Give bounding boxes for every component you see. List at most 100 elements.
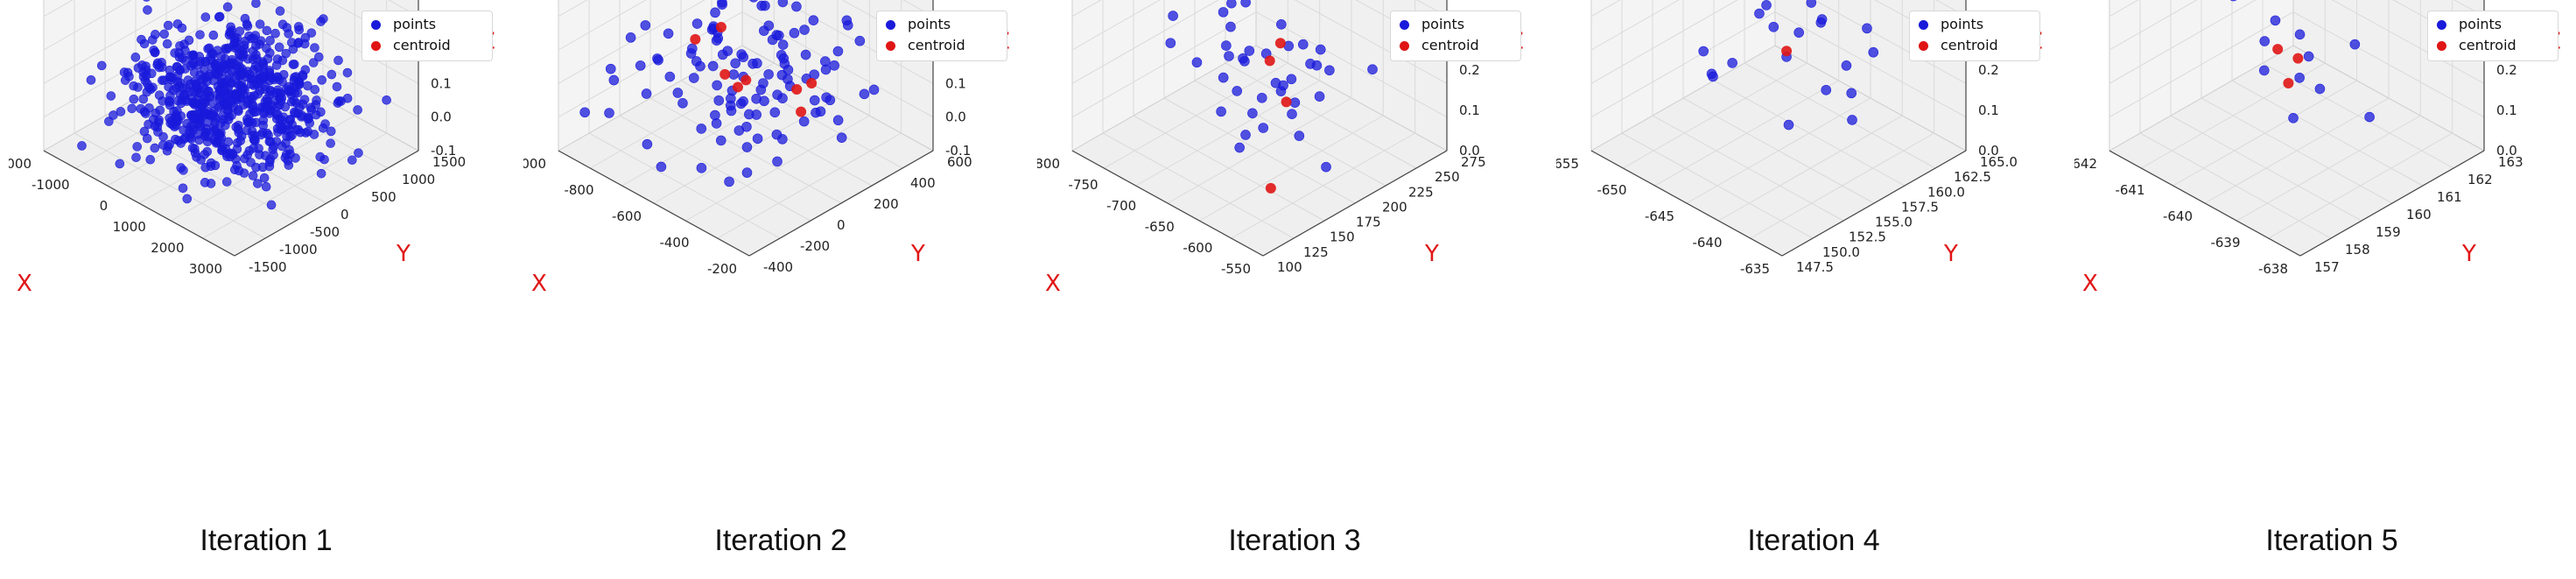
legend-label: points [1941, 16, 1984, 32]
point-marker [139, 126, 150, 137]
point-marker [756, 0, 767, 11]
point-marker [1226, 0, 1237, 9]
point-marker [605, 63, 616, 74]
point-marker [1225, 21, 1236, 32]
x-tick-label: -2000 [9, 156, 32, 172]
point-marker [741, 142, 753, 152]
point-marker [777, 39, 789, 50]
x-tick-label: 1000 [113, 219, 146, 235]
point-marker [158, 75, 169, 85]
x-axis-line [2109, 150, 2301, 257]
point-marker [200, 178, 210, 187]
point-marker [2294, 72, 2305, 83]
point-marker [180, 64, 190, 74]
y-tick-label: 150.0 [1822, 244, 1860, 260]
y-tick-label: 147.5 [1796, 259, 1834, 275]
iteration-caption: Iteration 4 [1747, 524, 1880, 557]
point-marker [859, 88, 870, 100]
point-marker [783, 74, 793, 85]
grid-line [1744, 62, 1936, 169]
point-marker [1216, 106, 1226, 117]
x-tick-label: -638 [2258, 261, 2288, 277]
point-marker [1270, 77, 1281, 88]
z-tick-label: -0.1 [431, 143, 456, 159]
point-marker [248, 100, 258, 110]
point-marker [726, 93, 736, 104]
point-marker [815, 106, 826, 117]
point-marker [96, 60, 107, 71]
point-marker [264, 66, 275, 75]
y-tick-label: 0 [837, 217, 846, 233]
z-tick-label: 0.0 [945, 109, 966, 125]
point-marker [868, 84, 880, 95]
point-marker [820, 64, 832, 75]
legend-label: points [393, 16, 437, 32]
point-marker [1276, 19, 1287, 30]
point-marker [715, 135, 726, 146]
centroid-marker [719, 68, 731, 80]
x-tick-label: 3000 [189, 261, 222, 277]
legend-label: centroid [2459, 37, 2516, 53]
point-marker [808, 15, 819, 25]
point-marker [188, 50, 199, 60]
point-marker [271, 88, 282, 98]
point-marker [280, 102, 291, 112]
point-marker [180, 133, 190, 143]
point-marker [210, 113, 221, 124]
point-marker [138, 94, 149, 104]
legend-item: points [1400, 15, 1464, 34]
point-marker [2288, 113, 2299, 124]
point-marker [771, 129, 783, 140]
point-marker [799, 25, 810, 35]
x-tick-label: -1000 [523, 156, 546, 172]
x-tick-label: -600 [1183, 240, 1212, 256]
point-marker [179, 166, 188, 175]
point-marker [238, 49, 249, 60]
point-marker [163, 20, 173, 31]
point-marker [313, 52, 324, 62]
centroid-marker [806, 78, 818, 89]
z-tick-label: 0.0 [431, 109, 452, 125]
point-marker [625, 32, 636, 43]
point-marker [677, 98, 688, 109]
point-marker [106, 91, 116, 101]
point-marker [200, 162, 211, 173]
point-marker [2364, 111, 2375, 123]
point-marker [264, 137, 275, 146]
legend-label: centroid [1421, 37, 1479, 53]
legend-marker [1400, 40, 1409, 51]
point-marker [319, 154, 329, 165]
point-marker [854, 35, 866, 46]
legend-item: points [371, 15, 436, 34]
point-marker [672, 88, 684, 98]
point-marker [303, 81, 312, 91]
point-marker [172, 117, 182, 126]
x-axis-label: X [17, 271, 32, 297]
point-marker [123, 67, 133, 78]
point-marker [200, 12, 211, 22]
point-marker [150, 47, 160, 57]
point-marker [1754, 8, 1765, 19]
point-marker [2349, 39, 2361, 50]
y-tick-label: 200 [1382, 199, 1407, 215]
point-marker [246, 74, 256, 84]
x-tick-label: -400 [659, 235, 689, 251]
point-marker [711, 118, 722, 129]
point-marker [242, 21, 253, 32]
point-marker [1234, 142, 1245, 153]
point-marker [1256, 92, 1267, 103]
point-marker [724, 176, 734, 187]
point-marker [1846, 88, 1857, 99]
point-marker [299, 95, 310, 104]
y-tick-label: 163 [2498, 154, 2523, 170]
centroid-marker [2292, 53, 2304, 64]
point-marker [202, 146, 213, 157]
point-marker [310, 84, 320, 95]
legend-item: points [1919, 15, 1983, 34]
x-tick-label: -635 [1740, 261, 1770, 277]
y-tick-label: 125 [1303, 244, 1329, 260]
iteration-caption: Iteration 3 [1228, 524, 1361, 557]
point-marker [1367, 64, 1378, 75]
z-tick-label: 0.1 [431, 75, 452, 91]
point-marker [635, 60, 646, 71]
